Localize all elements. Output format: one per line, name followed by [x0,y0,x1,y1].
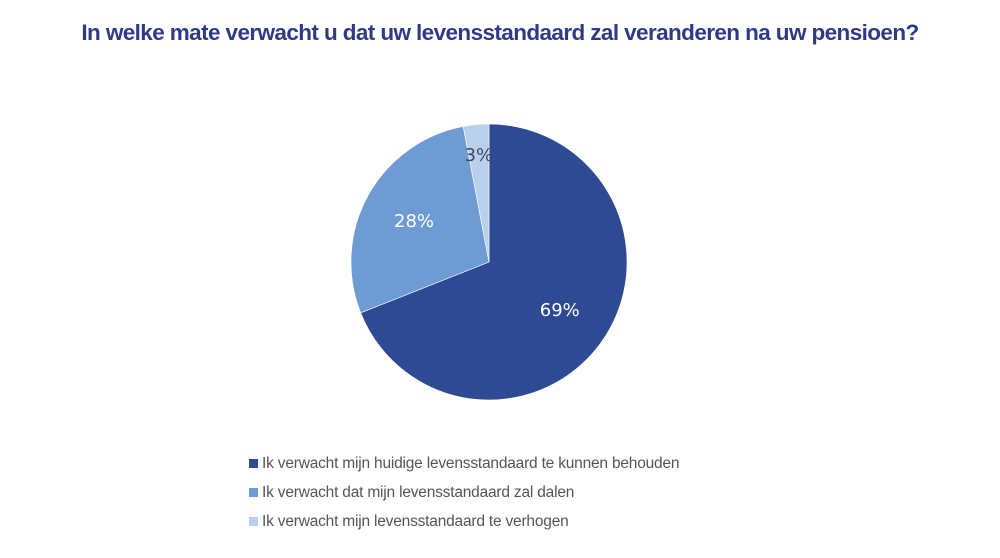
slice-label: 69% [540,300,580,321]
slice-label: 28% [394,211,434,232]
legend-label: Ik verwacht mijn huidige levensstandaard… [262,454,680,472]
pie-slice [350,126,490,314]
legend-label: Ik verwacht mijn levensstandaard te verh… [262,512,569,530]
legend-item: Ik verwacht mijn huidige levensstandaard… [249,449,680,478]
pie-slice [360,123,628,401]
legend-swatch-icon [249,517,258,526]
chart-title: In welke mate verwacht u dat uw levensst… [81,20,919,45]
legend-label: Ik verwacht dat mijn levensstandaard zal… [262,483,575,501]
legend-item: Ik verwacht dat mijn levensstandaard zal… [249,478,679,507]
legend: Ik verwacht mijn huidige levensstandaard… [249,449,680,536]
legend-swatch-icon [249,459,258,468]
legend-item: Ik verwacht mijn levensstandaard te verh… [249,507,679,536]
legend-swatch-icon [249,488,258,497]
pie-slice [462,123,490,263]
slice-label: 3% [465,145,494,166]
